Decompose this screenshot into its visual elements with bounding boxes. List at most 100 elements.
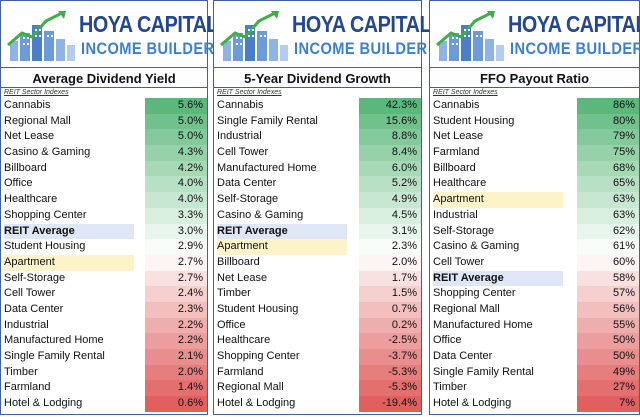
sector-value: 86% xyxy=(577,98,639,114)
list-item: Healthcare -2.5% xyxy=(214,333,421,349)
list-item: Casino & Gaming 4.3% xyxy=(1,145,207,161)
list-item: Hotel & Lodging 7% xyxy=(430,396,639,412)
sector-name: Net Lease xyxy=(217,271,268,284)
sector-name: Office xyxy=(433,334,462,347)
sector-value: 4.3% xyxy=(145,145,207,161)
sector-name: Hotel & Lodging xyxy=(217,397,296,410)
sector-value: 2.0% xyxy=(145,364,207,381)
list-item: Hotel & Lodging 0.6% xyxy=(1,396,207,412)
sector-value: 50% xyxy=(577,333,639,349)
sector-name: Timber xyxy=(4,365,38,378)
sector-name: Shopping Center xyxy=(217,350,300,362)
sector-value: 2.3% xyxy=(359,239,421,255)
list-item: Apartment 2.7% xyxy=(1,254,207,271)
list-item: Data Center 5.2% xyxy=(214,176,421,193)
sector-value: 57% xyxy=(577,286,639,302)
sector-name: Self-Storage xyxy=(4,271,66,284)
list-item: REIT Average 3.0% xyxy=(1,223,207,240)
sector-value: 56% xyxy=(577,301,639,318)
list-item: Data Center 2.3% xyxy=(1,301,207,318)
sector-name: Manufactured Home xyxy=(217,161,317,174)
sector-name: Apartment xyxy=(217,239,347,255)
sector-value: 2.4% xyxy=(145,286,207,302)
list-item: Cell Tower 2.4% xyxy=(1,286,207,302)
list-item: Cell Tower 60% xyxy=(430,254,639,271)
list-item: Healthcare 4.0% xyxy=(1,192,207,208)
sector-value: 61% xyxy=(577,239,639,255)
sector-value: -19.4% xyxy=(359,396,421,412)
sector-list: Cannabis 5.6% Regional Mall 5.0% Net Lease 5.… xyxy=(1,98,207,412)
list-item: REIT Average 3.1% xyxy=(214,223,421,240)
sector-value: 2.7% xyxy=(145,254,207,271)
sector-name: Single Family Rental xyxy=(433,365,534,378)
building-logo-icon xyxy=(220,11,288,61)
sector-name: Farmland xyxy=(433,146,480,159)
list-item: Shopping Center 3.3% xyxy=(1,207,207,224)
brand-header: HOYA CAPITAL INCOME BUILDER xyxy=(214,5,432,65)
sector-name: Regional Mall xyxy=(4,114,71,127)
sector-name: Office xyxy=(4,177,33,190)
sector-value: 5.6% xyxy=(145,98,207,114)
sector-name: Cell Tower xyxy=(433,255,485,268)
panel-subtitle: REIT Sector Indexes xyxy=(433,89,498,96)
sector-name: Industrial xyxy=(433,208,478,221)
sector-value: 3.3% xyxy=(145,207,207,224)
sector-value: 49% xyxy=(577,364,639,381)
sector-value: 27% xyxy=(577,380,639,397)
list-item: Billboard 68% xyxy=(430,160,639,177)
list-item: Cannabis 86% xyxy=(430,98,639,114)
list-item: Casino & Gaming 4.5% xyxy=(214,207,421,224)
list-item: Hotel & Lodging -19.4% xyxy=(214,396,421,412)
building-logo-icon xyxy=(436,11,504,61)
sector-list: Cannabis 86% Student Housing 80% Net Lease 79… xyxy=(430,98,639,412)
list-item: Regional Mall 5.0% xyxy=(1,113,207,130)
sector-value: 4.0% xyxy=(145,176,207,193)
brand-header: HOYA CAPITAL INCOME BUILDER xyxy=(430,5,640,65)
sector-name: Single Family Rental xyxy=(217,114,318,127)
sector-name: Cannabis xyxy=(217,99,264,111)
sector-name: Manufactured Home xyxy=(433,318,533,331)
sector-value: 1.7% xyxy=(359,270,421,287)
sector-name: Net Lease xyxy=(433,130,484,143)
sector-name: Cell Tower xyxy=(4,287,56,300)
panel-title: 5-Year Dividend Growth xyxy=(214,67,421,88)
sector-panel: HOYA CAPITAL INCOME BUILDER Average Divide… xyxy=(0,0,219,415)
list-item: Regional Mall -5.3% xyxy=(214,380,421,397)
list-item: Manufactured Home 55% xyxy=(430,317,639,334)
sector-name: Farmland xyxy=(217,365,264,378)
sector-name: Hotel & Lodging xyxy=(4,397,83,410)
list-item: Student Housing 80% xyxy=(430,113,639,130)
sector-panel: HOYA CAPITAL INCOME BUILDER 5-Year Dividen… xyxy=(213,0,432,415)
list-item: Industrial 8.8% xyxy=(214,129,421,146)
sector-name: Billboard xyxy=(217,255,260,268)
sector-name: Billboard xyxy=(433,161,476,174)
sector-name: Self-Storage xyxy=(217,193,279,206)
list-item: Manufactured Home 6.0% xyxy=(214,160,421,177)
list-item: Cannabis 5.6% xyxy=(1,98,207,114)
sector-name: Manufactured Home xyxy=(4,334,104,347)
list-item: REIT Average 58% xyxy=(430,270,639,287)
list-item: Student Housing 0.7% xyxy=(214,301,421,318)
list-item: Industrial 2.2% xyxy=(1,317,207,334)
sector-value: 4.5% xyxy=(359,207,421,224)
sector-value: 2.2% xyxy=(145,317,207,334)
sector-name: Shopping Center xyxy=(433,287,516,300)
sector-name: Industrial xyxy=(4,318,49,331)
list-item: Self-Storage 4.9% xyxy=(214,192,421,208)
sector-name: Net Lease xyxy=(4,130,55,143)
sector-name: Single Family Rental xyxy=(4,350,105,362)
list-item: Net Lease 5.0% xyxy=(1,129,207,146)
list-item: Manufactured Home 2.2% xyxy=(1,333,207,349)
list-item: Timber 27% xyxy=(430,380,639,397)
sector-value: 79% xyxy=(577,129,639,146)
sector-name: Apartment xyxy=(4,254,134,271)
list-item: Farmland -5.3% xyxy=(214,364,421,381)
sector-value: 4.0% xyxy=(145,192,207,208)
sector-name: Healthcare xyxy=(4,193,58,206)
sector-value: 0.7% xyxy=(359,301,421,318)
sector-name: REIT Average xyxy=(217,223,347,240)
list-item: Industrial 63% xyxy=(430,207,639,224)
sector-name: Self-Storage xyxy=(433,224,495,237)
sector-value: 1.5% xyxy=(359,286,421,302)
building-logo-icon xyxy=(7,11,75,61)
